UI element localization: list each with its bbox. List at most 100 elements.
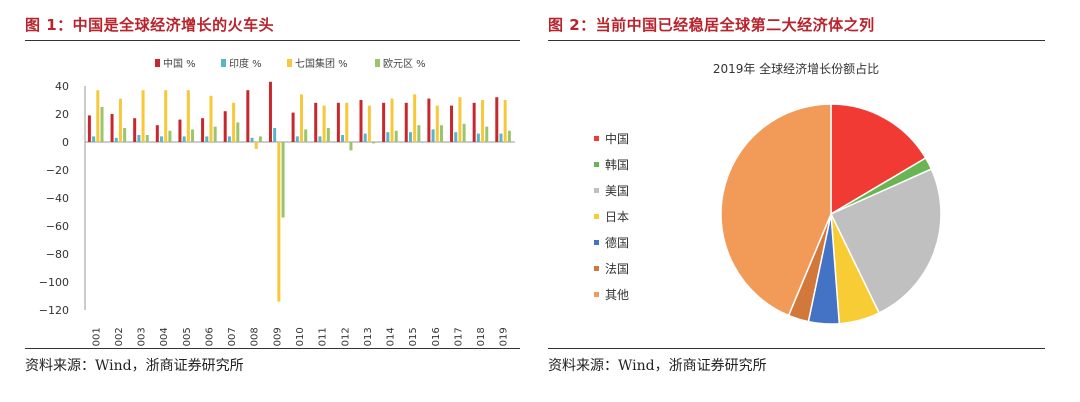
- bar-2019-3: [507, 130, 511, 142]
- bar-2002-0: [110, 114, 114, 142]
- x-tick-label: 2002: [114, 327, 125, 346]
- bar-2008-3: [258, 136, 262, 142]
- bar-2014-1: [386, 132, 390, 142]
- pie-legend-item-3: 日本: [594, 210, 629, 224]
- pie-title: 2019年 全球经济增长份额占比: [713, 61, 879, 76]
- bar-2017-0: [450, 105, 454, 142]
- y-tick-label: −120: [39, 304, 69, 317]
- bar-2019-0: [495, 97, 499, 142]
- bar-2012-3: [349, 142, 353, 151]
- legend-swatch: [375, 59, 380, 67]
- legend-label: 七国集团 %: [295, 57, 348, 70]
- figure-2-title: 图 2：当前中国已经稳居全球第二大经济体之列: [548, 16, 875, 34]
- bar-2006-2: [209, 95, 213, 142]
- bar-2003-1: [137, 135, 141, 142]
- bar-2009-3: [281, 142, 285, 218]
- bar-2013-2: [367, 105, 371, 142]
- pie-legend-item-5: 法国: [594, 262, 629, 276]
- pie-legend-swatch: [594, 266, 599, 271]
- pie-legend-swatch: [594, 136, 599, 141]
- y-tick-label: 20: [55, 108, 69, 121]
- bar-2002-3: [123, 128, 127, 142]
- bar-2003-2: [141, 90, 145, 142]
- bar-2003-0: [133, 118, 137, 142]
- figure-2-source: 资料来源：Wind，浙商证券研究所: [548, 358, 767, 374]
- bar-2006-0: [201, 118, 205, 142]
- x-tick-label: 2005: [182, 327, 193, 346]
- pie-legend-item-0: 中国: [594, 131, 629, 146]
- pie-legend-swatch: [594, 214, 599, 219]
- bar-2004-2: [164, 90, 168, 142]
- x-tick-label: 2012: [340, 327, 351, 346]
- x-tick-label: 2018: [476, 327, 487, 346]
- y-tick-label: −100: [39, 276, 69, 289]
- pie-legend-item-2: 美国: [594, 184, 629, 198]
- bar-2004-0: [155, 125, 159, 142]
- bar-2018-2: [481, 100, 485, 142]
- pie-legend-swatch: [594, 292, 599, 297]
- bar-2009-0: [268, 81, 272, 142]
- y-tick-label: −60: [46, 220, 69, 233]
- bar-2001-0: [87, 115, 91, 142]
- x-tick-label: 2017: [453, 327, 464, 346]
- bar-2009-2: [277, 142, 281, 302]
- bar-2001-3: [100, 107, 104, 142]
- bar-2009-1: [273, 128, 277, 142]
- pie-legend-swatch: [594, 188, 599, 193]
- bar-2007-1: [227, 136, 231, 142]
- bar-2018-3: [485, 126, 489, 142]
- bar-2006-1: [205, 136, 209, 142]
- bar-2011-2: [322, 105, 326, 142]
- bar-2005-0: [178, 119, 182, 142]
- bar-2011-0: [314, 102, 318, 142]
- y-tick-label: −80: [46, 248, 69, 261]
- pie-legend-item-6: 其他: [594, 288, 629, 302]
- bar-2017-3: [462, 123, 466, 142]
- pie-legend-label: 美国: [605, 184, 629, 198]
- bar-2001-1: [92, 136, 96, 142]
- bar-2013-3: [372, 142, 376, 144]
- figure-1-bottom-rule: [25, 348, 520, 349]
- x-tick-label: 2001: [91, 327, 102, 346]
- x-tick-label: 2006: [204, 327, 215, 346]
- bar-2006-3: [213, 126, 217, 142]
- x-tick-label: 2016: [431, 327, 442, 346]
- bar-2011-3: [326, 128, 330, 142]
- bar-2019-2: [503, 100, 507, 142]
- bar-2008-2: [254, 142, 258, 149]
- pie-legend-label: 中国: [605, 131, 629, 146]
- bar-2005-1: [182, 136, 186, 142]
- bar-2012-1: [341, 135, 345, 142]
- pie-slice-2: [829, 168, 942, 314]
- bar-2008-1: [250, 137, 254, 142]
- bar-2005-2: [186, 90, 190, 142]
- legend-label: 印度 %: [229, 57, 262, 70]
- x-tick-label: 2008: [250, 327, 261, 346]
- x-tick-label: 2010: [295, 327, 306, 346]
- legend-item-2: 七国集团 %: [287, 57, 348, 70]
- pie-slice-6: [720, 103, 832, 317]
- bar-2004-1: [160, 136, 164, 142]
- bar-2018-1: [476, 133, 480, 142]
- bar-2010-2: [300, 94, 303, 142]
- bar-2010-3: [304, 129, 308, 142]
- bar-2015-3: [417, 125, 421, 142]
- y-tick-label: −20: [46, 164, 69, 177]
- bar-2015-0: [404, 102, 408, 142]
- x-tick-label: 2004: [159, 327, 170, 346]
- bar-chart: 中国 % 印度 % 七国集团 % 欧元区 % 40 20 0 −20 −40 −60 −80 −100…: [39, 57, 515, 346]
- bar-2014-2: [390, 98, 394, 142]
- pie-legend-label: 其他: [605, 288, 629, 302]
- bar-2017-2: [458, 97, 462, 142]
- x-tick-label: 2015: [408, 327, 419, 346]
- bar-2002-2: [118, 98, 122, 142]
- bar-2001-2: [96, 90, 100, 142]
- x-tick-label: 2011: [318, 327, 329, 346]
- x-tick-label: 2013: [363, 327, 374, 346]
- legend-item-3: 欧元区 %: [375, 58, 426, 70]
- bar-2016-1: [431, 129, 435, 142]
- legend-item-1: 印度 %: [221, 57, 262, 70]
- bar-2015-2: [413, 94, 417, 142]
- y-tick-label: 40: [55, 80, 69, 93]
